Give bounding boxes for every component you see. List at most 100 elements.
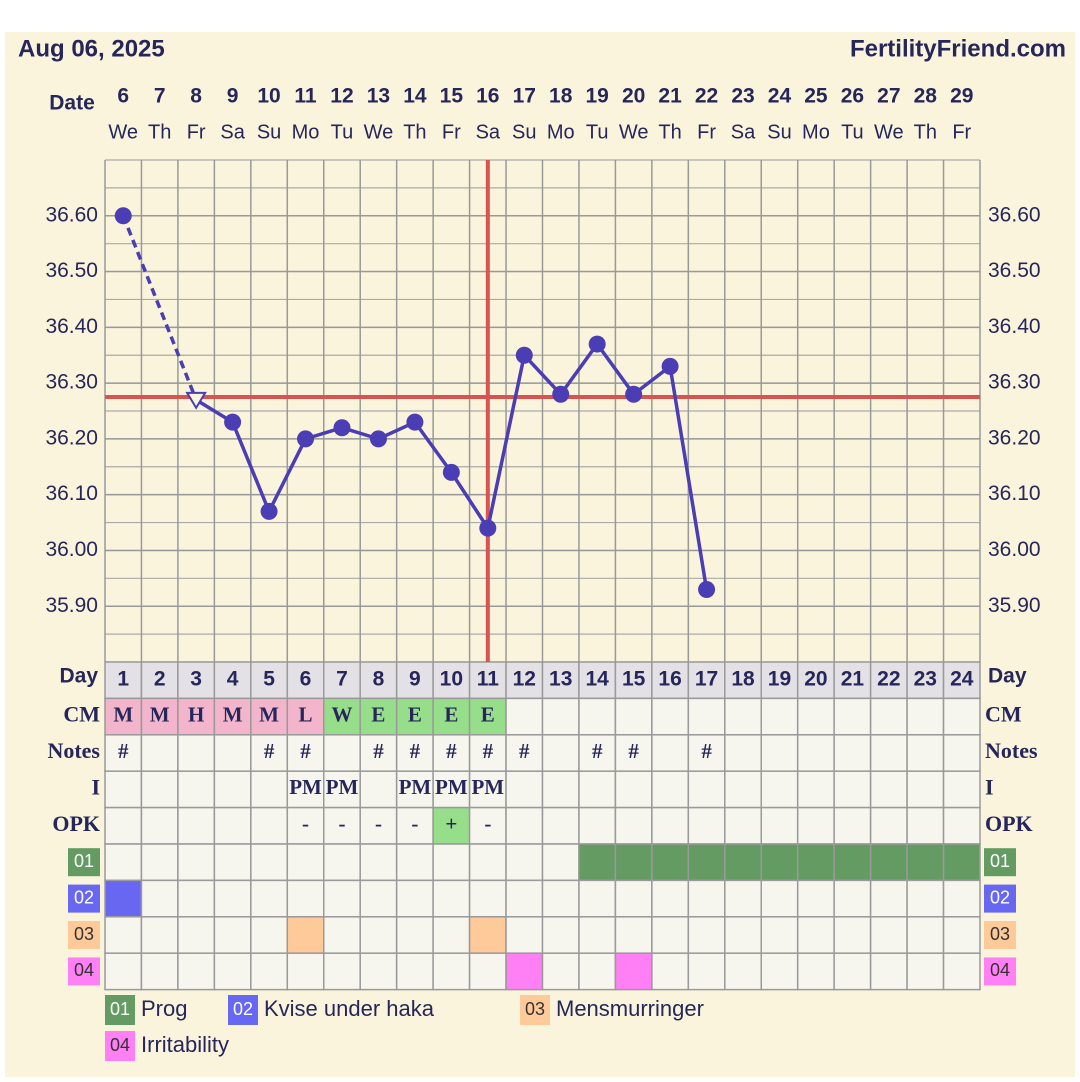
table-cell — [505, 661, 544, 700]
table-cell — [614, 806, 653, 845]
y-tick-label-right: 36.00 — [988, 538, 1041, 561]
temp-point — [114, 207, 132, 225]
temp-point — [552, 385, 570, 403]
y-tick-label-right: 36.10 — [988, 482, 1041, 505]
date-number: 22 — [695, 85, 718, 108]
table-cell — [541, 661, 580, 700]
table-cell — [395, 916, 434, 954]
cycle-day: 5 — [263, 668, 275, 691]
table-cell — [869, 661, 908, 700]
custom-cell — [942, 843, 981, 882]
table-cell — [140, 916, 179, 954]
table-cell — [942, 770, 981, 809]
table-cell — [140, 952, 179, 991]
table-cell — [213, 734, 252, 772]
table-cell — [869, 806, 908, 845]
date-number: 10 — [257, 85, 280, 108]
cycle-day: 2 — [154, 668, 166, 691]
y-tick-label-right: 36.40 — [988, 315, 1041, 338]
temp-point — [406, 413, 424, 431]
table-cell — [869, 916, 908, 954]
date-number: 28 — [914, 85, 938, 108]
y-tick-label-right: 36.60 — [988, 203, 1041, 226]
weekday: Fr — [187, 121, 206, 143]
row-label-right: OPK — [985, 811, 1033, 836]
badge-left-code: 04 — [74, 960, 94, 980]
y-tick-label-right: 36.20 — [988, 426, 1041, 449]
cycle-day: 23 — [914, 668, 937, 691]
custom-cell — [468, 916, 507, 954]
temp-point — [479, 519, 497, 537]
cycle-day: 6 — [300, 668, 312, 691]
legend-code: 04 — [110, 1035, 130, 1055]
cycle-day: 1 — [117, 668, 129, 691]
temp-point — [442, 463, 460, 481]
cycle-day: 19 — [768, 668, 791, 691]
table-cell — [468, 952, 507, 991]
cell-text: # — [483, 739, 494, 763]
badge-left — [68, 921, 100, 949]
table-cell — [323, 843, 361, 882]
date-number: 26 — [841, 85, 864, 108]
row-label: OPK — [52, 811, 100, 836]
weekday: Tu — [841, 121, 864, 143]
cell-text: # — [373, 739, 384, 763]
cell-text: - — [484, 812, 491, 836]
table-cell — [724, 806, 763, 845]
weekday: We — [619, 121, 649, 143]
custom-cell — [578, 843, 617, 882]
table-cell — [724, 661, 763, 700]
temp-point — [588, 335, 606, 353]
row-label-right: Notes — [985, 738, 1038, 763]
weekday: Su — [767, 121, 791, 143]
table-cell — [760, 806, 799, 845]
cycle-day: 9 — [409, 668, 421, 691]
date-number: 14 — [403, 85, 427, 108]
table-cell — [833, 734, 872, 772]
table-cell — [906, 697, 945, 736]
cycle-day: 12 — [513, 668, 536, 691]
legend-code: 02 — [233, 999, 253, 1019]
table-cell — [323, 806, 361, 845]
weekday: Th — [403, 121, 426, 143]
table-cell — [323, 879, 361, 918]
table-cell — [359, 879, 398, 918]
chart-date: Aug 06, 2025 — [18, 35, 165, 62]
table-cell — [651, 916, 690, 954]
table-cell — [432, 952, 471, 991]
table-cell — [541, 734, 580, 772]
table-cell — [432, 734, 471, 772]
table-cell — [942, 806, 981, 845]
table-cell — [432, 843, 471, 882]
weekday: Mo — [802, 121, 830, 143]
legend-code: 03 — [525, 999, 545, 1019]
custom-cell — [651, 843, 690, 882]
table-cell — [724, 770, 763, 809]
table-cell — [177, 916, 216, 954]
cell-text: PM — [471, 775, 504, 799]
temp-point — [224, 413, 242, 431]
y-tick-label-right: 35.90 — [988, 594, 1041, 617]
table-cell — [395, 879, 434, 918]
weekday: We — [874, 121, 904, 143]
date-number: 9 — [227, 85, 239, 108]
temp-line — [449, 471, 490, 530]
custom-cell — [104, 879, 143, 918]
date-number: 17 — [513, 85, 536, 108]
table-cell — [614, 734, 653, 772]
table-cell — [942, 734, 981, 772]
table-cell — [505, 916, 544, 954]
custom-cell — [906, 843, 945, 882]
y-tick-label-right: 36.50 — [988, 259, 1041, 282]
weekday: Su — [512, 121, 536, 143]
table-cell — [796, 879, 835, 918]
badge-left — [68, 848, 100, 877]
day-label: Day — [59, 665, 98, 688]
cell-text: PM — [326, 775, 359, 799]
badge-right — [984, 957, 1016, 986]
cycle-day: 14 — [586, 668, 610, 691]
weekday: We — [108, 121, 138, 143]
table-cell — [468, 770, 507, 809]
table-cell — [213, 879, 252, 918]
